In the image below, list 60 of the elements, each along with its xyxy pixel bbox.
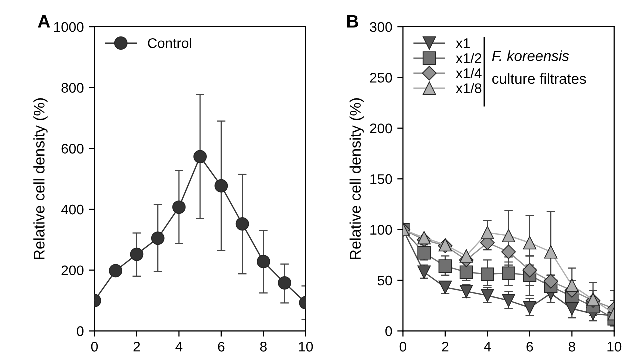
point — [109, 264, 123, 278]
chart-title: A — [38, 15, 50, 28]
x-tick-label: 10 — [299, 342, 314, 352]
x-tick-label: 0 — [400, 342, 407, 352]
x-tick-label: 2 — [134, 342, 140, 352]
point — [481, 268, 494, 282]
x-tick-label: 6 — [218, 342, 225, 352]
chart-title: B — [347, 15, 358, 28]
y-tick-label: 200 — [62, 266, 84, 276]
x-tick-label: 10 — [608, 342, 622, 352]
point — [460, 249, 474, 263]
point — [565, 302, 579, 316]
x-tick-label: 8 — [568, 342, 576, 352]
legend-label: x1 — [456, 38, 470, 48]
x-tick-label: 8 — [260, 342, 267, 352]
point — [502, 294, 516, 308]
point — [460, 266, 474, 280]
point — [194, 150, 207, 164]
legend-label: x1/4 — [456, 68, 482, 78]
point — [257, 255, 270, 269]
point — [278, 276, 292, 290]
y-tick-label: 0 — [386, 326, 392, 336]
y-tick-label: 800 — [62, 83, 84, 94]
point — [481, 226, 494, 240]
point — [565, 278, 579, 292]
y-tick-label: 400 — [61, 204, 84, 215]
point — [544, 274, 558, 289]
y-tick-label: 50 — [378, 276, 392, 286]
point — [523, 301, 537, 315]
x-tick-label: 4 — [176, 342, 183, 352]
legend-label: x1/2 — [456, 53, 482, 64]
point — [502, 229, 516, 243]
point — [172, 200, 186, 214]
point — [151, 232, 165, 246]
y-tick-label: 300 — [370, 22, 392, 32]
y-tick-label: 1000 — [54, 22, 84, 32]
x-tick-label: 0 — [91, 342, 98, 352]
annotation: F. koreensis culture filtrates — [492, 50, 586, 84]
y-axis-title: Relative cell density (%) — [34, 98, 48, 260]
y-tick-label: 150 — [370, 174, 392, 184]
point — [438, 260, 452, 273]
legend-label: x1/8 — [456, 83, 482, 94]
y-tick-label: 600 — [62, 144, 84, 154]
y-tick-label: 250 — [370, 73, 392, 83]
point — [544, 245, 558, 259]
point — [438, 280, 452, 294]
point — [236, 217, 250, 231]
point — [214, 179, 228, 193]
x-tick-label: 6 — [526, 342, 534, 352]
x-tick-label: 2 — [442, 342, 449, 352]
point — [522, 263, 538, 278]
y-tick-label: 100 — [370, 225, 392, 235]
point — [130, 248, 144, 262]
point — [502, 244, 516, 260]
legend-label: Control — [148, 38, 192, 48]
x-tick-label: 4 — [484, 342, 492, 352]
y-tick-label: 0 — [77, 326, 84, 336]
y-axis-title: Relative cell density (%) — [350, 98, 364, 260]
y-tick-label: 200 — [370, 124, 392, 134]
point — [523, 236, 537, 250]
